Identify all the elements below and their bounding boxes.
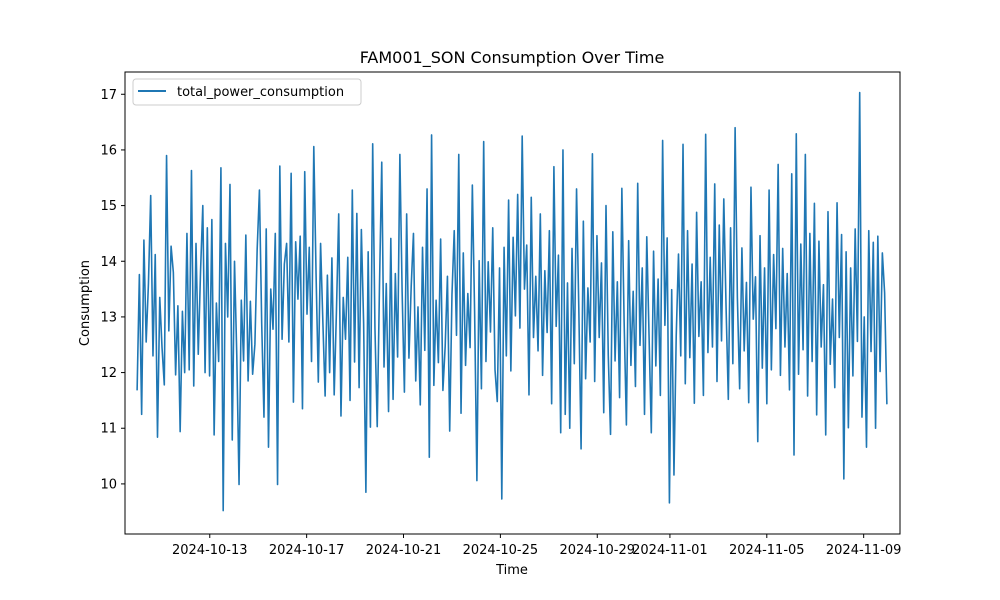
y-tick-label: 16: [100, 143, 117, 158]
legend-label: total_power_consumption: [177, 85, 344, 100]
x-axis: 2024-10-13 2024-10-17 2024-10-21 2024-10-25…: [172, 534, 901, 558]
y-tick-label: 10: [100, 477, 117, 492]
chart-title: FAM001_SON Consumption Over Time: [360, 48, 665, 68]
y-tick-label: 13: [100, 310, 117, 325]
legend-box: [132, 78, 362, 106]
x-tick-label: 2024-10-21: [366, 543, 442, 558]
y-tick-label: 14: [100, 255, 117, 270]
series-layer: [136, 91, 888, 512]
x-tick-label: 2024-11-05: [729, 543, 805, 558]
x-tick-label: 2024-10-25: [463, 543, 539, 558]
x-tick-label: 2024-11-09: [826, 543, 902, 558]
x-axis-title: Time: [495, 563, 528, 578]
x-tick-label: 2024-10-13: [172, 543, 248, 558]
y-tick-label: 17: [100, 88, 117, 103]
series-line-total_power_consumption: [136, 91, 888, 512]
y-tick-label: 11: [100, 422, 117, 437]
x-tick-label: 2024-10-29: [559, 543, 635, 558]
y-axis-title: Consumption: [78, 260, 93, 346]
x-tick-label: 2024-10-17: [269, 543, 345, 558]
plot-frame: [124, 71, 901, 535]
x-tick-label: 2024-11-01: [632, 543, 708, 558]
y-tick-label: 15: [100, 199, 117, 214]
y-axis: 10 11 12 13 14 15 16 17: [100, 88, 125, 492]
legend: total_power_consumption: [132, 78, 362, 106]
y-tick-label: 12: [100, 366, 117, 381]
